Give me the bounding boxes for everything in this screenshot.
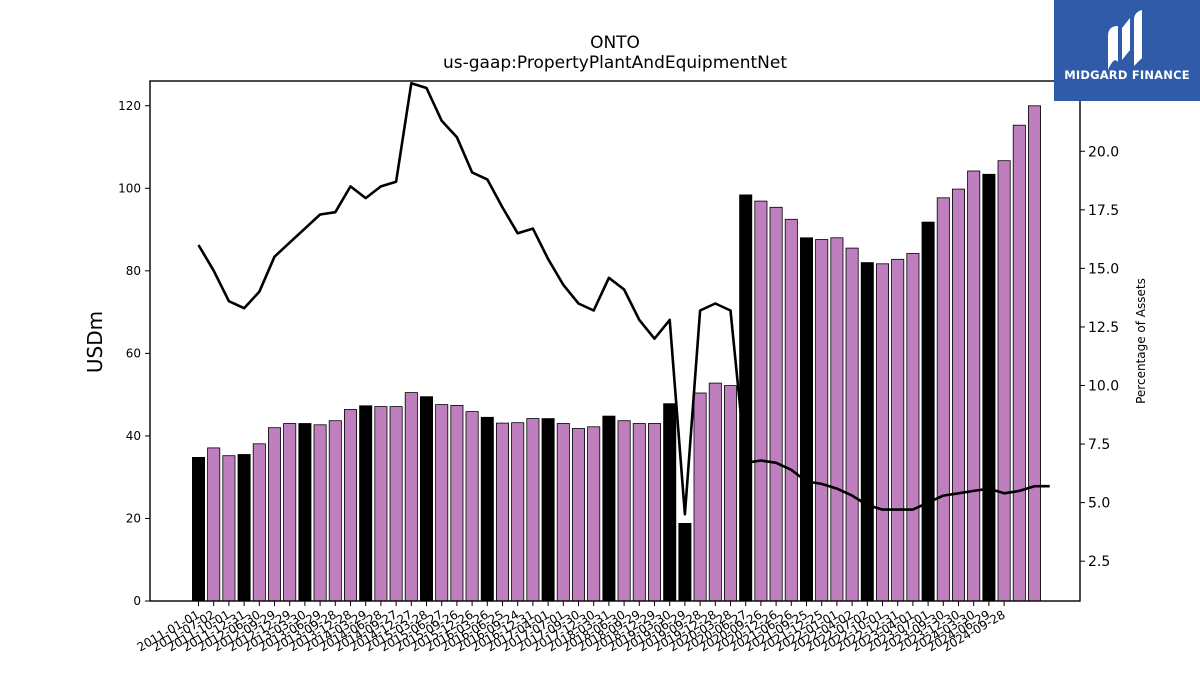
bar	[800, 237, 814, 602]
bar	[252, 443, 266, 602]
bar	[359, 405, 373, 602]
bar	[754, 200, 768, 602]
brand-logo-text: MIDGARD FINANCE	[1064, 68, 1190, 82]
bar	[739, 194, 753, 602]
chart-subtitle: us-gaap:PropertyPlantAndEquipmentNet	[443, 53, 787, 73]
midgard-logo-icon	[1108, 10, 1142, 70]
bar	[693, 392, 707, 602]
bar	[587, 426, 601, 602]
bar	[343, 409, 357, 602]
bar	[936, 197, 950, 602]
bar	[480, 416, 494, 602]
bar	[374, 406, 388, 602]
plot-frame	[149, 80, 1081, 602]
axes: 0 20 40 60 80 100 120 2.5 5.0 7.5 10.0 12.5 15.0 17.5…	[118, 80, 1119, 654]
y-tick-label: 80	[126, 264, 141, 278]
y-tick-label: 100	[118, 181, 141, 195]
bar	[663, 403, 677, 602]
bar	[997, 160, 1011, 602]
bar	[648, 423, 662, 602]
y-axis-label: USDm	[83, 311, 107, 373]
bar-layer	[191, 105, 1042, 602]
bar	[967, 170, 981, 602]
bar	[876, 263, 890, 602]
bar	[328, 420, 342, 602]
y2-tick-label: 20.0	[1088, 144, 1119, 160]
bar	[921, 221, 935, 602]
y-tick-label: 20	[126, 511, 141, 525]
y2-tick-label: 10.0	[1088, 379, 1119, 395]
bar	[724, 385, 738, 602]
y-tick-label: 40	[126, 429, 141, 443]
brand-logo: MIDGARD FINANCE	[1054, 0, 1200, 101]
bar	[617, 420, 631, 602]
bar	[1028, 105, 1042, 602]
y-tick-label: 0	[133, 594, 141, 608]
percentage-line	[197, 82, 1050, 516]
line-layer	[197, 82, 1050, 516]
bar	[541, 418, 555, 602]
bar	[419, 396, 433, 602]
y2-tick-label: 12.5	[1088, 320, 1119, 336]
bar	[556, 423, 570, 602]
bar	[465, 411, 479, 602]
bar	[495, 422, 509, 602]
bar	[708, 382, 722, 602]
bar	[982, 173, 996, 602]
bar	[237, 454, 251, 602]
bar	[602, 415, 616, 602]
bar	[511, 422, 525, 602]
bar	[952, 188, 966, 602]
y-tick-label: 60	[126, 346, 141, 360]
bar	[891, 258, 905, 602]
y-tick-label: 120	[118, 99, 141, 113]
bar	[283, 423, 297, 602]
bar	[404, 392, 418, 602]
bar	[298, 423, 312, 602]
y2-tick-label: 5.0	[1088, 496, 1110, 512]
bar	[222, 455, 236, 602]
bar	[784, 218, 798, 602]
bar	[389, 406, 403, 602]
bar	[191, 456, 205, 602]
bar	[572, 428, 586, 602]
bar	[830, 237, 844, 602]
y2-tick-label: 7.5	[1088, 437, 1110, 453]
bar	[906, 253, 920, 602]
bar	[632, 423, 646, 602]
bar	[769, 206, 783, 602]
bar	[526, 418, 540, 602]
bar	[207, 447, 221, 602]
bar	[313, 424, 327, 602]
bar	[435, 404, 449, 602]
y2-tick-label: 2.5	[1088, 554, 1110, 570]
y2-tick-label: 15.0	[1088, 261, 1119, 277]
bar	[267, 427, 281, 602]
y2-tick-label: 17.5	[1088, 203, 1119, 219]
bar	[1012, 124, 1026, 602]
bar	[815, 239, 829, 602]
chart-title: ONTO	[590, 33, 640, 53]
bar	[860, 262, 874, 602]
bar	[678, 523, 692, 602]
bar	[450, 404, 464, 602]
bar	[845, 247, 859, 602]
y2-axis-label: Percentage of Assets	[1134, 278, 1148, 404]
